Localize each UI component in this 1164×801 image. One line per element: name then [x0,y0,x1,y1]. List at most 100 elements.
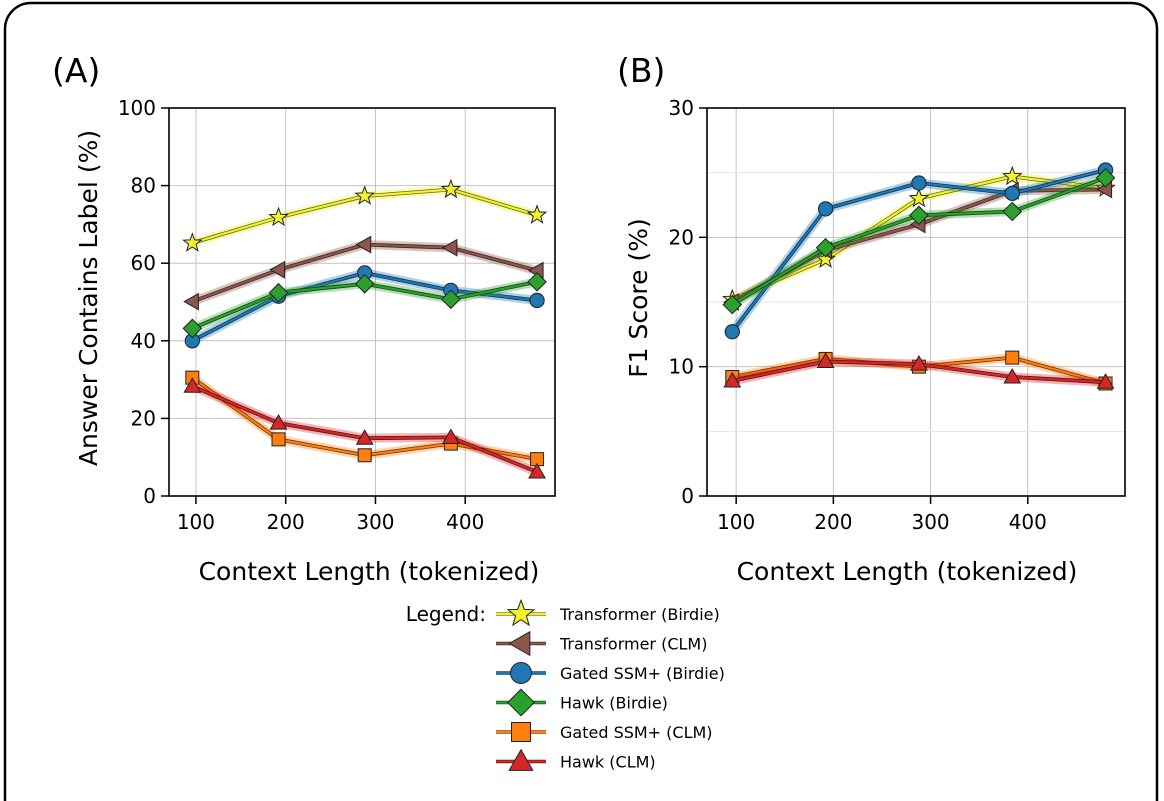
data-point [268,282,289,303]
legend-marker [506,688,536,717]
data-point [526,204,548,224]
data-point [1004,185,1020,202]
series-tc [183,235,544,311]
legend-entry-tc: Transformer (CLM) [496,630,707,657]
data-point [1005,350,1020,365]
legend-marker [510,662,532,684]
y-tick-label: 20 [669,225,694,249]
data-point [440,178,462,199]
panel-label: (A) [52,51,100,90]
y-tick-label: 10 [669,355,694,379]
data-point [183,377,202,393]
data-point [909,205,929,226]
data-point [815,237,836,258]
y-tick-label: 0 [681,484,694,508]
panel-label: (B) [617,51,665,90]
data-point [1003,367,1022,384]
series-group [182,178,548,479]
y-ticks: 0 20 40 60 80 100 [118,96,169,508]
data-point [269,413,288,430]
series-hb [722,168,1116,315]
data-point [527,272,547,292]
series-gb [724,162,1114,340]
y-tick-label: 20 [131,406,156,430]
data-point [816,352,835,369]
data-point [269,260,286,279]
x-tick-label: 100 [177,510,215,534]
x-ticks: 100 200 300 400 [717,496,1047,534]
data-point [815,248,836,269]
data-point [357,448,372,463]
legend-label: Gated SSM+ (Birdie) [560,664,725,683]
legend-label: Transformer (Birdie) [559,605,720,624]
legend-label: Transformer (CLM) [559,635,707,654]
x-tick-label: 400 [446,510,484,534]
y-axis-label: F1 Score (%) [624,218,653,377]
data-point [354,273,375,294]
panel-b: 100 200 300 400 0 10 20 30 (B) Context Length … [617,51,1126,586]
data-point [528,462,546,479]
x-axis-label: Context Length (tokenized) [199,557,540,586]
x-tick-label: 300 [911,510,949,534]
panel-a: 100 200 300 400 0 20 40 60 80 100 (A) Context Le… [52,51,556,586]
x-tick-label: 200 [814,510,852,534]
legend-title: Legend: [406,602,486,626]
x-tick-label: 300 [356,510,394,534]
legend-label: Hawk (Birdie) [560,694,668,713]
legend-entry-gc: Gated SSM+ (CLM) [496,722,713,742]
y-tick-label: 0 [143,484,156,508]
series-tb [182,178,548,252]
data-point [441,289,461,310]
legend-entry-hb: Hawk (Birdie) [496,688,668,717]
y-tick-label: 100 [118,96,156,120]
data-point [1096,373,1115,389]
y-axis-label: Answer Contains Label (%) [74,130,103,466]
data-point [723,371,742,388]
data-point [909,355,928,371]
legend-marker [508,748,534,771]
series-group [722,162,1116,391]
legend-label: Gated SSM+ (CLM) [560,723,713,742]
data-point [268,206,289,227]
y-tick-label: 30 [669,96,694,120]
x-tick-label: 400 [1009,510,1047,534]
data-point [183,292,199,311]
x-ticks: 100 200 300 400 [177,496,484,534]
series-hb [182,272,547,339]
data-point [722,294,743,315]
data-point [182,318,203,339]
data-point [271,432,286,447]
legend-entry-gb: Gated SSM+ (Birdie) [496,662,725,684]
legend-label: Hawk (CLM) [560,753,656,772]
data-point [441,238,458,257]
series-hc [183,377,546,479]
data-point [1001,165,1023,186]
x-tick-label: 200 [267,510,305,534]
data-point [1002,201,1023,222]
legend-entry-hc: Hawk (CLM) [496,748,656,772]
data-point [1095,168,1116,188]
x-tick-label: 100 [717,510,755,534]
plot-area [169,108,555,496]
legend-marker [508,630,531,657]
x-axis-label: Context Length (tokenized) [737,557,1078,586]
data-point [529,292,545,309]
legend-entries: Transformer (Birdie) Transformer (CLM) Gat… [496,598,725,772]
y-ticks: 0 10 20 30 [669,96,707,508]
data-point [441,428,460,444]
legend-entry-tb: Transformer (Birdie) [496,598,720,627]
data-point [724,324,740,340]
legend-marker [511,722,531,742]
axes-frame [168,107,556,497]
data-point [182,232,203,252]
legend-marker [506,598,536,627]
y-tick-label: 80 [131,174,156,198]
series-hc [723,352,1115,389]
y-tick-label: 60 [131,251,156,275]
axes-frame [706,107,1126,497]
data-point [355,429,374,445]
data-point [355,235,372,254]
legend: Legend: Transformer (Birdie)Transformer … [406,598,725,772]
data-point [908,187,930,208]
y-tick-label: 40 [131,329,156,353]
